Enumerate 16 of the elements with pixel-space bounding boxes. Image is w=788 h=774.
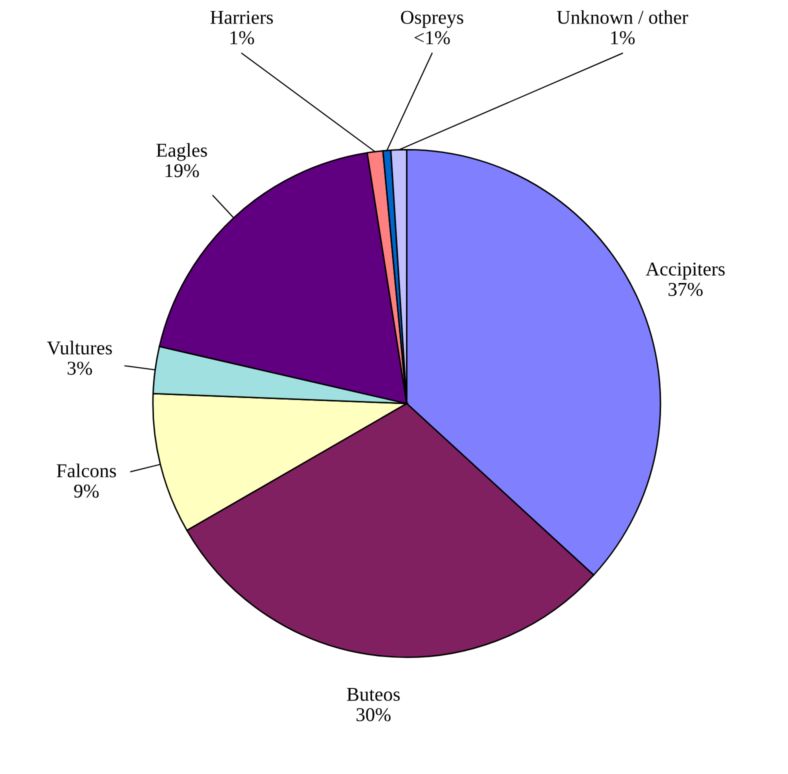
data-label: <1%: [414, 31, 450, 44]
slice-label: Ospreys: [401, 10, 464, 28]
data-label: 1%: [230, 31, 254, 44]
data-label: 3%: [68, 362, 92, 375]
slice-label: Unknown / other: [556, 10, 688, 24]
slice-label: Eagles: [156, 143, 207, 161]
data-label: 1%: [611, 31, 635, 44]
slice-label: Harriers: [210, 10, 273, 24]
data-label: 37%: [668, 282, 703, 296]
slice-label: Vultures: [47, 340, 112, 355]
data-label: 30%: [356, 708, 391, 722]
slice-label: Buteos: [346, 688, 400, 701]
slice-label: Accipiters: [646, 262, 725, 280]
data-label: 19%: [166, 164, 199, 178]
slice-label: Falcons: [56, 464, 116, 478]
data-label: 9%: [74, 484, 99, 498]
